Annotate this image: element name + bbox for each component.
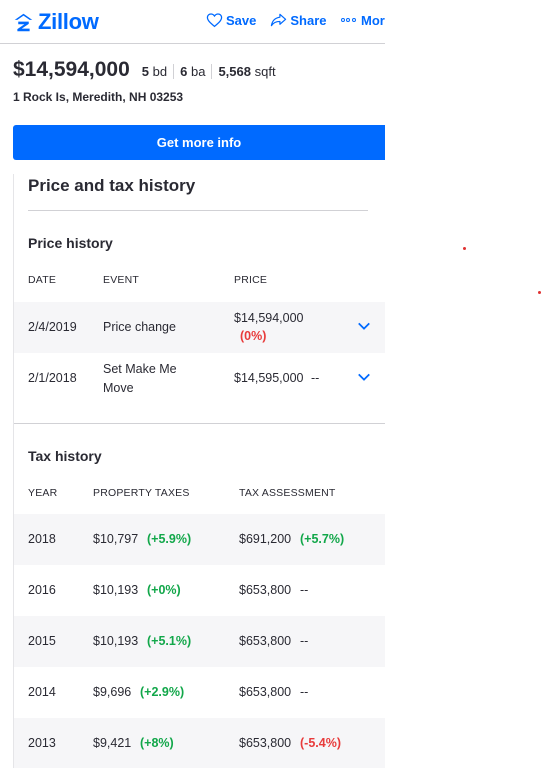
row-assessment: $691,200 <box>239 532 292 546</box>
row-tax-change: (+0%) <box>147 583 181 597</box>
tax-history-row: 2014 $9,696 (+2.9%) $653,800 -- <box>14 667 385 718</box>
baths-value: 6 <box>180 64 188 79</box>
col-year: YEAR <box>28 487 58 499</box>
more-label: Mor <box>361 12 385 28</box>
zillow-logo[interactable]: Zillow <box>13 9 99 35</box>
row-tax-change: (+5.9%) <box>147 532 192 546</box>
row-event: Price change <box>103 320 176 334</box>
save-button[interactable]: Save <box>206 12 256 28</box>
row-price-change: (0%) <box>240 329 267 343</box>
row-year: 2015 <box>28 634 56 648</box>
stray-pixel-mark <box>538 291 541 294</box>
col-tax-assessment: TAX ASSESSMENT <box>239 487 336 499</box>
baths-unit: ba <box>190 64 206 79</box>
tax-history-row: 2015 $10,193 (+5.1%) $653,800 -- <box>14 616 385 667</box>
row-assessment: $653,800 <box>239 583 292 597</box>
row-year: 2018 <box>28 532 56 546</box>
heart-icon <box>206 13 223 28</box>
row-year: 2016 <box>28 583 56 597</box>
header-actions: Save Share Mor <box>206 12 385 28</box>
row-date: 2/4/2019 <box>28 320 77 334</box>
row-taxes: $9,696 <box>93 685 132 699</box>
row-year: 2014 <box>28 685 56 699</box>
sqft-fact: 5,568 sqft <box>211 64 281 79</box>
price-history-title: Price history <box>28 235 113 251</box>
section-divider <box>14 423 385 424</box>
sqft-unit: sqft <box>254 64 276 79</box>
price-tax-history-section: Price and tax history Price history DATE… <box>13 174 385 768</box>
listing-summary: $14,594,000 5 bd 6 ba 5,568 sqft 1 Rock … <box>13 58 385 104</box>
stray-pixel-mark <box>463 247 466 250</box>
home-facts: 5 bd 6 ba 5,568 sqft <box>142 64 282 79</box>
save-label: Save <box>226 12 257 28</box>
row-event-line2: Move <box>103 381 134 395</box>
tax-history-row: 2013 $9,421 (+8%) $653,800 (-5.4%) <box>14 718 385 768</box>
chevron-down-icon <box>358 373 370 381</box>
row-tax-change: (+2.9%) <box>140 685 185 699</box>
row-taxes: $9,421 <box>93 736 132 750</box>
row-assessment-change: -- <box>300 634 309 648</box>
more-button[interactable]: Mor <box>340 12 385 28</box>
row-taxes: $10,193 <box>93 583 139 597</box>
share-button[interactable]: Share <box>270 12 327 28</box>
price-row: $14,594,000 5 bd 6 ba 5,568 sqft <box>13 58 385 82</box>
listing-address: 1 Rock Is, Meredith, NH 03253 <box>13 90 184 104</box>
section-title: Price and tax history <box>28 176 196 195</box>
brand-name: Zillow <box>38 9 99 34</box>
row-year: 2013 <box>28 736 56 750</box>
sqft-value: 5,568 <box>218 64 251 79</box>
expand-row-button[interactable] <box>357 370 375 388</box>
beds-unit: bd <box>152 64 168 79</box>
zillow-listing-frame: Zillow Save Share Mor $14,594,000 <box>0 0 385 768</box>
top-bar: Zillow Save Share Mor <box>0 0 385 44</box>
row-assessment: $653,800 <box>239 736 292 750</box>
row-date: 2/1/2018 <box>28 371 77 385</box>
row-assessment-change: (+5.7%) <box>300 532 345 546</box>
row-taxes: $10,193 <box>93 634 139 648</box>
col-date: DATE <box>28 274 57 286</box>
beds-value: 5 <box>141 64 150 79</box>
price-history-row[interactable]: 2/1/2018 Set Make Me Move $14,595,000 -- <box>14 353 385 404</box>
col-property-taxes: PROPERTY TAXES <box>93 487 190 499</box>
more-dots-icon <box>340 18 358 22</box>
row-event-line1: Set Make Me <box>103 362 177 376</box>
row-tax-change: (+8%) <box>140 736 174 750</box>
price-history-row[interactable]: 2/4/2019 Price change $14,594,000 (0%) <box>14 302 385 353</box>
share-label: Share <box>290 12 327 28</box>
chevron-down-icon <box>358 322 370 330</box>
zillow-z-icon <box>14 13 33 31</box>
baths-fact: 6 ba <box>173 64 211 79</box>
row-tax-change: (+5.1%) <box>147 634 192 648</box>
row-price-change: -- <box>311 371 320 385</box>
tax-history-row: 2018 $10,797 (+5.9%) $691,200 (+5.7%) <box>14 514 385 565</box>
row-price: $14,595,000 <box>234 371 304 385</box>
expand-row-button[interactable] <box>357 319 375 337</box>
row-taxes: $10,797 <box>93 532 139 546</box>
share-icon <box>271 13 287 27</box>
row-price: $14,594,000 <box>234 311 304 325</box>
title-divider <box>28 210 368 211</box>
row-assessment-change: -- <box>300 583 309 597</box>
col-event: EVENT <box>103 274 140 286</box>
beds-fact: 5 bd <box>142 64 173 79</box>
row-assessment-change: -- <box>300 685 309 699</box>
get-more-info-button[interactable]: Get more info <box>13 125 385 160</box>
row-assessment: $653,800 <box>239 634 292 648</box>
tax-history-row: 2016 $10,193 (+0%) $653,800 -- <box>14 565 385 616</box>
col-price: PRICE <box>234 274 268 286</box>
listing-price: $14,594,000 <box>13 58 130 81</box>
row-assessment: $653,800 <box>239 685 292 699</box>
tax-history-title: Tax history <box>28 448 102 464</box>
row-assessment-change: (-5.4%) <box>300 736 341 750</box>
